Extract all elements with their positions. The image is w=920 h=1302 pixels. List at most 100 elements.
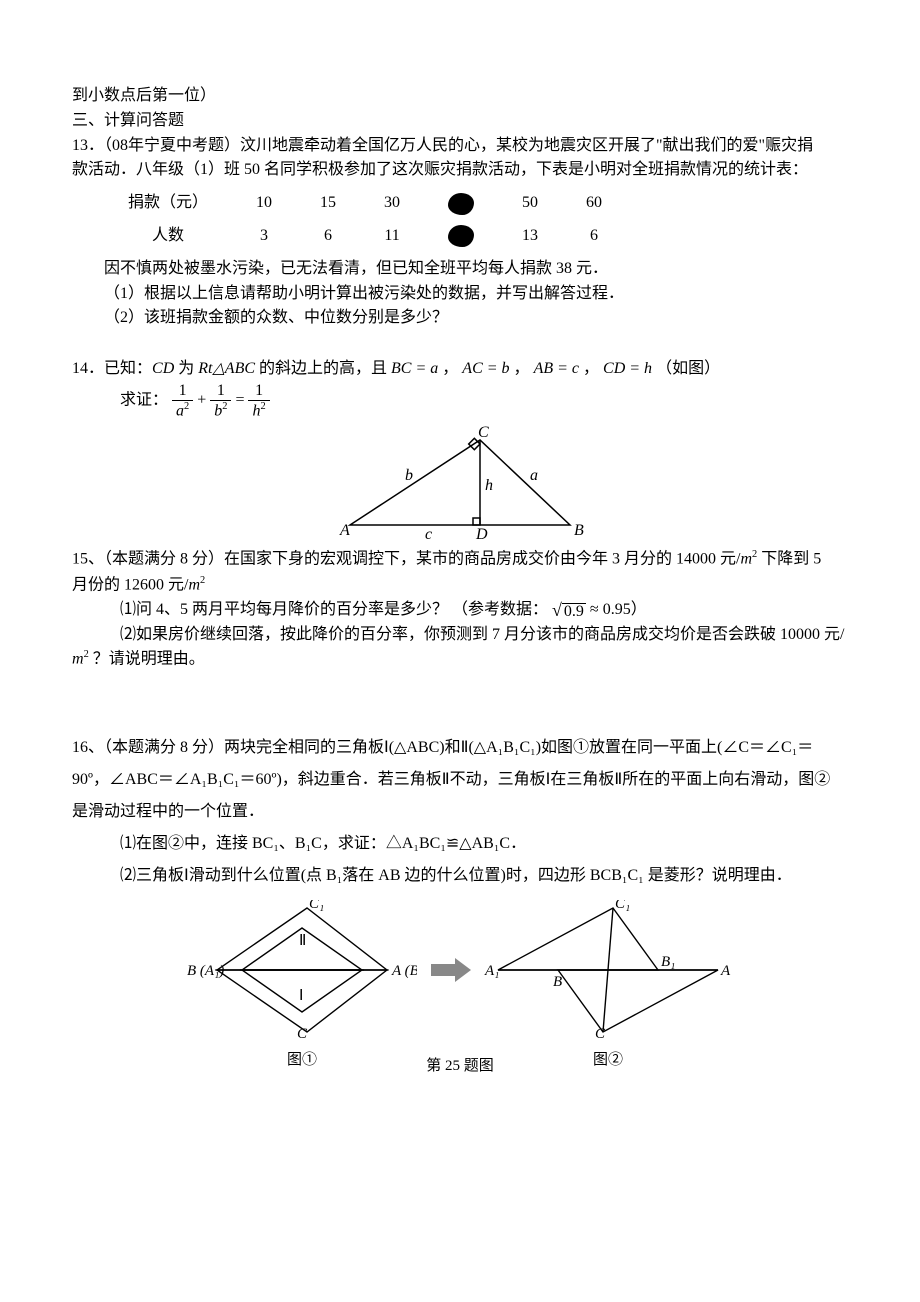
q15-part2b: m2 ？请说明理由。: [72, 647, 848, 672]
fig1-label: 图①: [187, 1049, 417, 1072]
q14-prove-label: 求证：: [120, 391, 168, 408]
cell: 10: [232, 187, 296, 220]
q15-line1: 15、（本题满分 8 分）在国家下身的宏观调控下，某市的商品房成交价由今年 3 …: [72, 547, 848, 572]
q15-line2: 月份的 12600 元/m2: [72, 573, 848, 598]
label-BA1: B (A₁): [187, 963, 224, 979]
q15-l1a: 15、（本题满分 8 分）在国家下身的宏观调控下，某市的商品房成交价由今年 3 …: [72, 551, 740, 568]
frac-den: b2: [210, 401, 231, 420]
q16-part1: ⑴在图②中，连接 BC₁、B₁C，求证：△A₁BC₁≌△AB₁C．: [72, 828, 848, 860]
roman1: Ⅰ: [299, 988, 303, 1004]
label-B-2: B: [553, 974, 562, 990]
sep1: ，: [438, 360, 458, 377]
section-heading: 三、计算问答题: [72, 109, 848, 134]
q14-mid2: 的斜边上的高，且: [255, 360, 391, 377]
exam-page: 到小数点后第一位） 三、计算问答题 13．（08年宁夏中考题）汶川地震牵动着全国…: [0, 0, 920, 1302]
label-B1-2: B₁: [661, 954, 675, 970]
q16-line3: 是滑动过程中的一个位置．: [72, 796, 848, 828]
frac-num: 1: [210, 382, 231, 401]
cell-blot: [424, 187, 498, 220]
q13-stem-line2: 款活动．八年级（1）班 50 名同学积极参加了这次赈灾捐款活动，下表是小明对全班…: [72, 158, 848, 183]
q14-eqCD: CD = h: [603, 360, 652, 377]
label-Ctop: C: [478, 425, 489, 441]
q16-fig2: A₁ B B₁ A C₁ C 图②: [483, 900, 733, 1072]
label-A: A: [339, 522, 350, 539]
cell: 30: [360, 187, 424, 220]
plus-sign: +: [197, 391, 206, 408]
q15-part2a: ⑵如果房价继续回落，按此降价的百分率，你预测到 7 月分该市的商品房成交均价是否…: [72, 623, 848, 648]
q14-mid1: 为: [174, 360, 198, 377]
q15-part1: ⑴问 4、5 两月平均每月降价的百分率是多少？ （参考数据： √0.9 ≈ 0.…: [72, 598, 848, 623]
cell: 3: [232, 220, 296, 253]
fraction-1: 1 a2: [172, 382, 193, 420]
q13-note: 因不慎两处被墨水污染，已无法看清，但已知全班平均每人捐款 38 元．: [72, 257, 848, 282]
label-c: c: [425, 526, 432, 543]
q13-part1: （1）根据以上信息请帮助小明计算出被污染处的数据，并写出解答过程．: [72, 282, 848, 307]
cell: 11: [360, 220, 424, 253]
roman2: Ⅱ: [299, 933, 306, 949]
cell: 15: [296, 187, 360, 220]
ink-blot-icon: [448, 193, 474, 215]
frac-num: 1: [172, 382, 193, 401]
q14-eqAC: AC = b: [462, 360, 509, 377]
table-row: 捐款（元） 10 15 30 50 60: [104, 187, 626, 220]
label-h: h: [485, 477, 493, 494]
q16-fig1: Ⅱ Ⅰ B (A₁) A (B₁) C₁ C 图①: [187, 900, 417, 1072]
q13-part2: （2）该班捐款金额的众数、中位数分别是多少？: [72, 306, 848, 331]
q14-RtABC: Rt△ABC: [198, 360, 255, 377]
q16-fig2-svg: A₁ B B₁ A C₁ C: [483, 900, 733, 1040]
cell: 60: [562, 187, 626, 220]
label-A-2: A: [720, 963, 731, 979]
q14-triangle-figure: A B C D b a c h: [330, 425, 590, 545]
cell: 13: [498, 220, 562, 253]
q14-pre: 14．已知：: [72, 360, 152, 377]
label-Cbot: C: [297, 1026, 308, 1040]
q13-stem-line1: 13．（08年宁夏中考题）汶川地震牵动着全国亿万人民的心，某校为地震灾区开展了"…: [72, 134, 848, 159]
cell: 50: [498, 187, 562, 220]
label-D: D: [475, 526, 488, 543]
approx: ≈ 0.95: [586, 601, 631, 618]
label-A1-2: A₁: [484, 963, 499, 979]
sep3: ，: [579, 360, 599, 377]
label-a: a: [530, 467, 538, 484]
label-B: B: [574, 522, 584, 539]
q16-figure-row: Ⅱ Ⅰ B (A₁) A (B₁) C₁ C 图①: [72, 900, 848, 1072]
sqrt-body: 0.9: [562, 603, 586, 620]
q16-part2: ⑵三角板Ⅰ滑动到什么位置(点 B₁落在 AB 边的什么位置)时，四边形 BCB₁…: [72, 860, 848, 892]
sqrt-icon: √0.9: [552, 601, 586, 620]
m-sym2: m: [188, 576, 200, 593]
fraction-3: 1 h2: [248, 382, 269, 420]
q13-table: 捐款（元） 10 15 30 50 60 人数 3 6 11 13 6: [104, 187, 626, 253]
q14-stem: 14．已知：CD 为 Rt△ABC 的斜边上的高，且 BC = a ， AC =…: [72, 357, 848, 382]
q15-p2b: ？请说明理由。: [89, 651, 205, 668]
q14-prove: 求证： 1 a2 + 1 b2 = 1 h2: [72, 382, 848, 420]
q14-eqAB: AB = c: [534, 360, 579, 377]
q14-CD: CD: [152, 360, 174, 377]
q15-l2a: 月份的 12600 元/: [72, 576, 188, 593]
continuation-line: 到小数点后第一位）: [72, 84, 848, 109]
fraction-2: 1 b2: [210, 382, 231, 420]
arrow-icon: [425, 900, 475, 1040]
sep2: ，: [510, 360, 530, 377]
cell-blot: [424, 220, 498, 253]
row2-label: 人数: [104, 220, 232, 253]
q14-eqBC: BC = a: [391, 360, 438, 377]
m-sym: m: [740, 551, 752, 568]
label-C1top: C₁: [309, 900, 324, 912]
row1-label: 捐款（元）: [104, 187, 232, 220]
label-C-2: C: [595, 1026, 606, 1040]
m-sym3: m: [72, 651, 84, 668]
fig2-label: 图②: [483, 1049, 733, 1072]
q16-line1: 16、（本题满分 8 分）两块完全相同的三角板Ⅰ(△ABC)和Ⅱ(△A₁B₁C₁…: [72, 732, 848, 764]
frac-num: 1: [248, 382, 269, 401]
label-b: b: [405, 467, 413, 484]
cell: 6: [296, 220, 360, 253]
frac-den: h2: [248, 401, 269, 420]
q14-tail: （如图）: [652, 360, 720, 377]
equals-sign: =: [235, 391, 244, 408]
table-row: 人数 3 6 11 13 6: [104, 220, 626, 253]
cell: 6: [562, 220, 626, 253]
ink-blot-icon: [448, 225, 474, 247]
q15-l1b: 下降到 5: [757, 551, 821, 568]
q16-line2: 90º，∠ABC＝∠A₁B₁C₁＝60º)，斜边重合．若三角板Ⅱ不动，三角板Ⅰ在…: [72, 764, 848, 796]
label-C1-2: C₁: [615, 900, 630, 912]
